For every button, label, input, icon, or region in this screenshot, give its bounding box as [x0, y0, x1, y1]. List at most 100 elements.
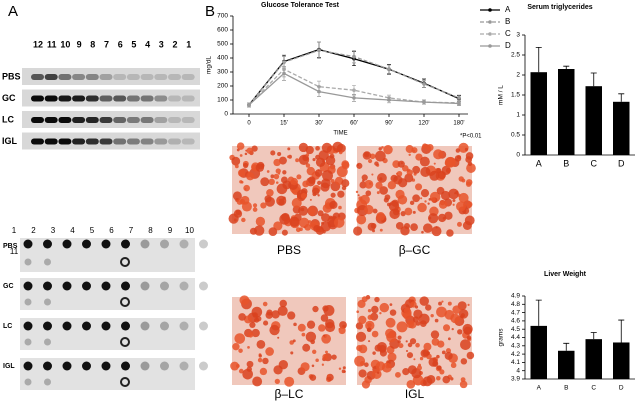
dot	[44, 338, 51, 346]
dot	[82, 361, 91, 371]
droplet	[287, 311, 296, 320]
photo	[228, 141, 350, 236]
droplet	[405, 340, 408, 343]
droplet	[378, 147, 382, 151]
droplet	[371, 369, 382, 379]
droplet	[231, 156, 241, 166]
dot-column-label: 4	[70, 226, 75, 235]
point	[317, 48, 321, 53]
droplet	[404, 207, 413, 216]
droplet	[378, 345, 387, 353]
dot	[101, 239, 111, 249]
bar	[613, 101, 630, 155]
gel-band	[140, 138, 154, 145]
x-tick-label: A	[536, 158, 542, 168]
gel-band	[181, 138, 195, 145]
droplet	[442, 216, 446, 220]
droplet	[322, 353, 329, 360]
droplet	[317, 180, 322, 186]
droplet	[403, 222, 411, 230]
gel-band	[85, 138, 99, 145]
droplet	[330, 192, 336, 198]
droplet	[430, 330, 440, 339]
droplet	[427, 202, 430, 205]
droplet	[389, 208, 400, 220]
droplet	[459, 380, 468, 389]
droplet	[273, 158, 281, 167]
droplet	[423, 223, 433, 233]
y-tick-label: 600	[217, 27, 228, 34]
droplet	[389, 309, 397, 316]
point	[352, 96, 356, 100]
y-tick-label: 2	[516, 72, 520, 79]
droplet	[297, 323, 306, 332]
gel-band	[72, 74, 86, 80]
droplet	[412, 210, 416, 214]
x-tick-label: B	[563, 158, 569, 168]
droplet	[228, 213, 239, 224]
droplet	[321, 142, 333, 153]
droplet	[305, 153, 310, 157]
gel-band	[154, 95, 168, 102]
droplet	[452, 198, 456, 202]
droplet	[289, 216, 300, 227]
y-tick-label: 4.6	[511, 318, 520, 325]
droplet	[402, 368, 410, 376]
droplet	[305, 331, 317, 343]
droplet	[353, 226, 363, 236]
dot	[44, 258, 51, 266]
gel-band	[31, 138, 44, 145]
droplet	[458, 142, 469, 153]
droplet	[364, 179, 374, 189]
droplet	[305, 145, 314, 155]
droplet	[379, 302, 390, 313]
droplet	[232, 342, 240, 351]
droplet	[396, 321, 408, 333]
droplet	[287, 155, 290, 159]
droplet	[301, 332, 306, 337]
droplet	[338, 327, 346, 335]
gel-band	[58, 117, 72, 123]
droplet	[238, 313, 246, 321]
droplet	[273, 221, 283, 231]
droplet	[302, 180, 310, 188]
droplet	[320, 314, 329, 322]
dot	[140, 281, 150, 291]
droplet	[441, 165, 451, 175]
droplet	[284, 376, 295, 387]
y-tick-label: 4.7	[511, 309, 520, 316]
droplet	[357, 299, 366, 309]
droplet	[266, 309, 273, 316]
droplet	[386, 332, 397, 343]
droplet	[277, 151, 282, 157]
droplet	[270, 174, 275, 179]
droplet	[400, 210, 406, 217]
droplet	[315, 157, 326, 167]
droplet	[279, 213, 291, 225]
droplet	[246, 366, 252, 372]
droplet	[467, 303, 470, 306]
droplet	[421, 230, 424, 234]
x-tick-label: 60'	[350, 121, 358, 127]
y-tick-label: 1	[516, 112, 520, 119]
droplet	[239, 295, 250, 306]
droplet	[307, 220, 312, 224]
droplet	[341, 185, 347, 191]
droplet	[437, 213, 447, 223]
droplet	[244, 152, 248, 156]
droplet	[236, 198, 243, 205]
x-tick-label: D	[619, 385, 624, 392]
x-tick-label: 180'	[453, 121, 464, 127]
photo	[354, 295, 475, 389]
droplet	[406, 320, 415, 329]
droplet	[330, 178, 335, 184]
legend-marker	[488, 44, 492, 48]
droplet	[428, 357, 438, 367]
droplet	[422, 349, 430, 357]
droplet	[467, 161, 473, 166]
droplet	[361, 296, 368, 303]
error-bar	[535, 299, 542, 326]
y-tick-label: 4.3	[511, 343, 520, 350]
droplet	[343, 370, 346, 373]
